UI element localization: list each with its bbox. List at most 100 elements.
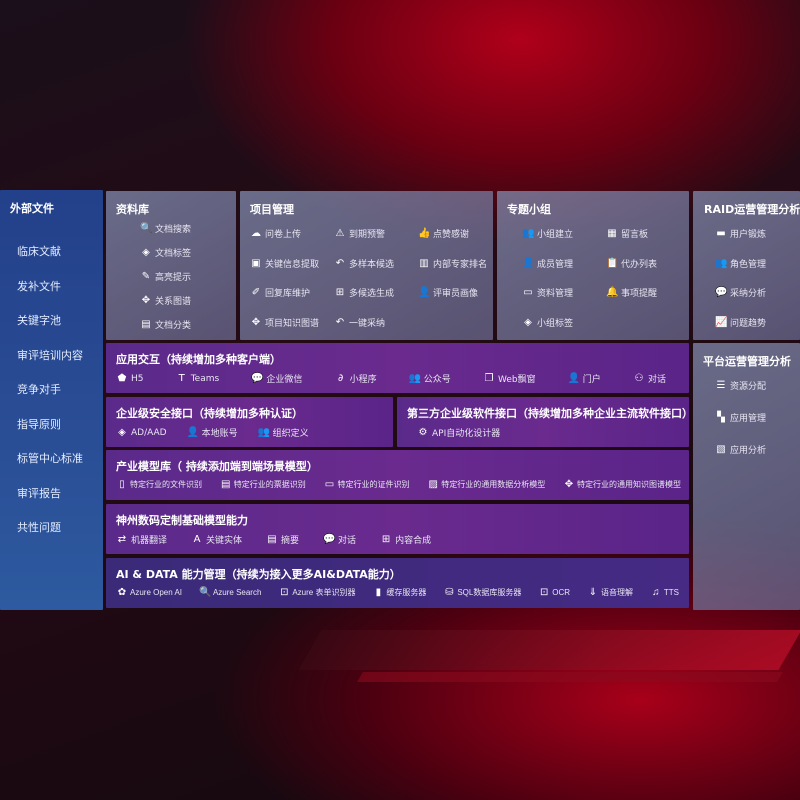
item-label: 代办列表: [621, 259, 658, 270]
raid-item[interactable]: ▬ 用户锻炼: [715, 227, 766, 240]
item-label: AD/AAD: [131, 427, 167, 438]
left-item[interactable]: 关键字池: [17, 312, 61, 328]
item-label: 资源分配: [730, 382, 767, 392]
industry-item[interactable]: ▤ 特定行业的票据识别: [220, 479, 306, 490]
interaction-item[interactable]: 👤 门户: [568, 372, 601, 385]
platform-item[interactable]: ▚ 应用管理: [715, 411, 766, 424]
panel-title: 平台运营管理分析: [703, 355, 791, 368]
group-item[interactable]: ▭ 资料管理: [522, 286, 573, 299]
industry-item[interactable]: ▨ 特定行业的通用数据分析模型: [427, 479, 546, 490]
group-item[interactable]: 📋 代办列表: [606, 257, 657, 270]
project-item[interactable]: ▥ 内部专家排名: [418, 257, 487, 270]
left-item[interactable]: 临床文献: [17, 243, 61, 259]
project-item[interactable]: ▣ 关键信息提取: [250, 257, 319, 270]
left-item[interactable]: 发补文件: [17, 278, 61, 294]
foundation-item[interactable]: A 关键实体: [191, 533, 242, 546]
item-label: 问题趋势: [730, 318, 767, 329]
library-item[interactable]: ✎ 高亮提示: [140, 270, 191, 283]
ai-item[interactable]: ✿ Azure Open AI: [116, 587, 182, 598]
item-label: 公众号: [423, 375, 451, 385]
item-label: 本地账号: [201, 429, 238, 439]
library-item[interactable]: 🔍 文档搜索: [140, 222, 191, 235]
group-item[interactable]: 👤 成员管理: [522, 257, 573, 270]
project-item[interactable]: ✥ 项目知识图谱: [250, 316, 319, 329]
item-label: 关键实体: [206, 536, 243, 546]
window-icon: ▣: [251, 257, 261, 269]
industry-item[interactable]: ▭ 特定行业的证件识别: [324, 479, 410, 490]
ocr-icon: ⊡: [540, 587, 549, 598]
project-item[interactable]: 👤 评审员画像: [418, 286, 478, 299]
security-item[interactable]: 👥 组织定义: [258, 426, 309, 439]
group-item[interactable]: ▦ 留言板: [606, 227, 648, 240]
alarm-icon: ⚠: [335, 228, 345, 239]
library-item[interactable]: ▤ 文档分类: [140, 318, 191, 331]
item-label: API自动化设计器: [432, 429, 501, 439]
id-card-icon: ▬: [716, 228, 726, 239]
platform-item[interactable]: ☰ 资源分配: [715, 379, 767, 392]
ai-item[interactable]: ⛁ SQL数据库服务器: [443, 587, 521, 598]
project-item[interactable]: ⚠ 到期预警: [334, 227, 386, 240]
project-item[interactable]: 👍 点赞感谢: [418, 227, 469, 240]
tag-icon: ◈: [142, 247, 150, 258]
item-label: OCR: [552, 588, 571, 597]
project-item[interactable]: ↶ 多样本候选: [334, 257, 394, 270]
thirdparty-item[interactable]: ⚙ API自动化设计器: [417, 426, 501, 439]
raid-item[interactable]: 💬 采纳分析: [715, 286, 766, 299]
ai-item[interactable]: ⇓ 语音理解: [587, 587, 633, 598]
raid-item[interactable]: 👥 角色管理: [715, 257, 766, 270]
interaction-item[interactable]: ❐ Web飘窗: [483, 372, 535, 385]
foundation-item[interactable]: ⇄ 机器翻译: [116, 533, 167, 546]
ai-item[interactable]: ⊡ Azure 表单识别器: [278, 587, 355, 598]
background-shape: [357, 672, 783, 682]
interaction-item[interactable]: 💬 企业微信: [251, 372, 302, 385]
interaction-item[interactable]: 👥 公众号: [409, 372, 451, 385]
interaction-item[interactable]: T Teams: [176, 373, 220, 384]
project-item[interactable]: ↶ 一键采纳: [334, 316, 385, 329]
reply-icon: ↶: [335, 257, 345, 269]
window-icon: ❐: [484, 373, 494, 384]
interaction-item[interactable]: ⬟ H5: [116, 373, 144, 384]
foundation-item[interactable]: 💬 对话: [323, 533, 356, 546]
group-item[interactable]: ◈ 小组标签: [522, 316, 573, 329]
security-item[interactable]: 👤 本地账号: [187, 426, 238, 439]
interaction-item[interactable]: ∂ 小程序: [335, 372, 377, 385]
library-item[interactable]: ◈ 文档标签: [140, 246, 191, 259]
item-label: 多样本候选: [349, 259, 395, 270]
platform-item[interactable]: ▧ 应用分析: [715, 443, 766, 456]
panel-title: 应用交互（持续增加多种客户端）: [116, 353, 281, 366]
thumbs-up-icon: 👍: [418, 228, 431, 239]
raid-item[interactable]: 📈 问题趋势: [715, 316, 766, 329]
item-label: 问卷上传: [265, 230, 302, 240]
group-item[interactable]: 👥 小组建立: [522, 227, 573, 240]
item-label: 门户: [582, 375, 601, 385]
left-item[interactable]: 指导原则: [17, 416, 61, 432]
left-item[interactable]: 竞争对手: [17, 381, 61, 397]
project-item[interactable]: ☁ 问卷上传: [250, 227, 301, 240]
users-icon: 👥: [715, 257, 728, 269]
library-item[interactable]: ✥ 关系图谱: [140, 294, 191, 307]
ai-item[interactable]: ♫ TTS: [650, 587, 679, 598]
group-item[interactable]: 🔔 事项提醒: [606, 286, 657, 299]
panel-title: RAID运营管理分析: [704, 203, 800, 216]
ai-item[interactable]: 🔍 Azure Search: [199, 587, 261, 598]
project-item[interactable]: ✐ 回复库维护: [250, 286, 310, 299]
item-label: 企业微信: [266, 375, 303, 385]
industry-item[interactable]: ▯ 特定行业的文件识别: [116, 479, 202, 490]
item-label: 发补文件: [17, 279, 61, 293]
project-item[interactable]: ⊞ 多候选生成: [334, 286, 394, 299]
foundation-item[interactable]: ⊞ 内容合成: [380, 533, 431, 546]
foundation-item[interactable]: ▤ 摘要: [266, 533, 299, 546]
graph-icon: ✥: [141, 295, 151, 306]
left-item[interactable]: 标管中心标准: [17, 450, 83, 466]
security-item[interactable]: ◈ AD/AAD: [116, 427, 167, 438]
network-icon: ✥: [564, 479, 574, 490]
ai-item[interactable]: ▮ 缓存服务器: [372, 587, 427, 598]
ai-item[interactable]: ⊡ OCR: [538, 587, 570, 598]
topic-group-panel: 专题小组 👥 小组建立 ▦ 留言板 👤 成员管理 📋 代办列表 ▭ 资料管理 🔔 事项提醒 ◈ 小组标签: [497, 191, 689, 340]
interaction-item[interactable]: ⚇ 对话: [633, 372, 667, 385]
left-item[interactable]: 审评培训内容: [17, 347, 83, 363]
industry-item[interactable]: ✥ 特定行业的通用知识图谱模型: [563, 479, 681, 490]
left-item[interactable]: 共性问题: [17, 519, 61, 535]
left-item[interactable]: 审评报告: [17, 485, 61, 501]
background-shape: [298, 630, 800, 670]
